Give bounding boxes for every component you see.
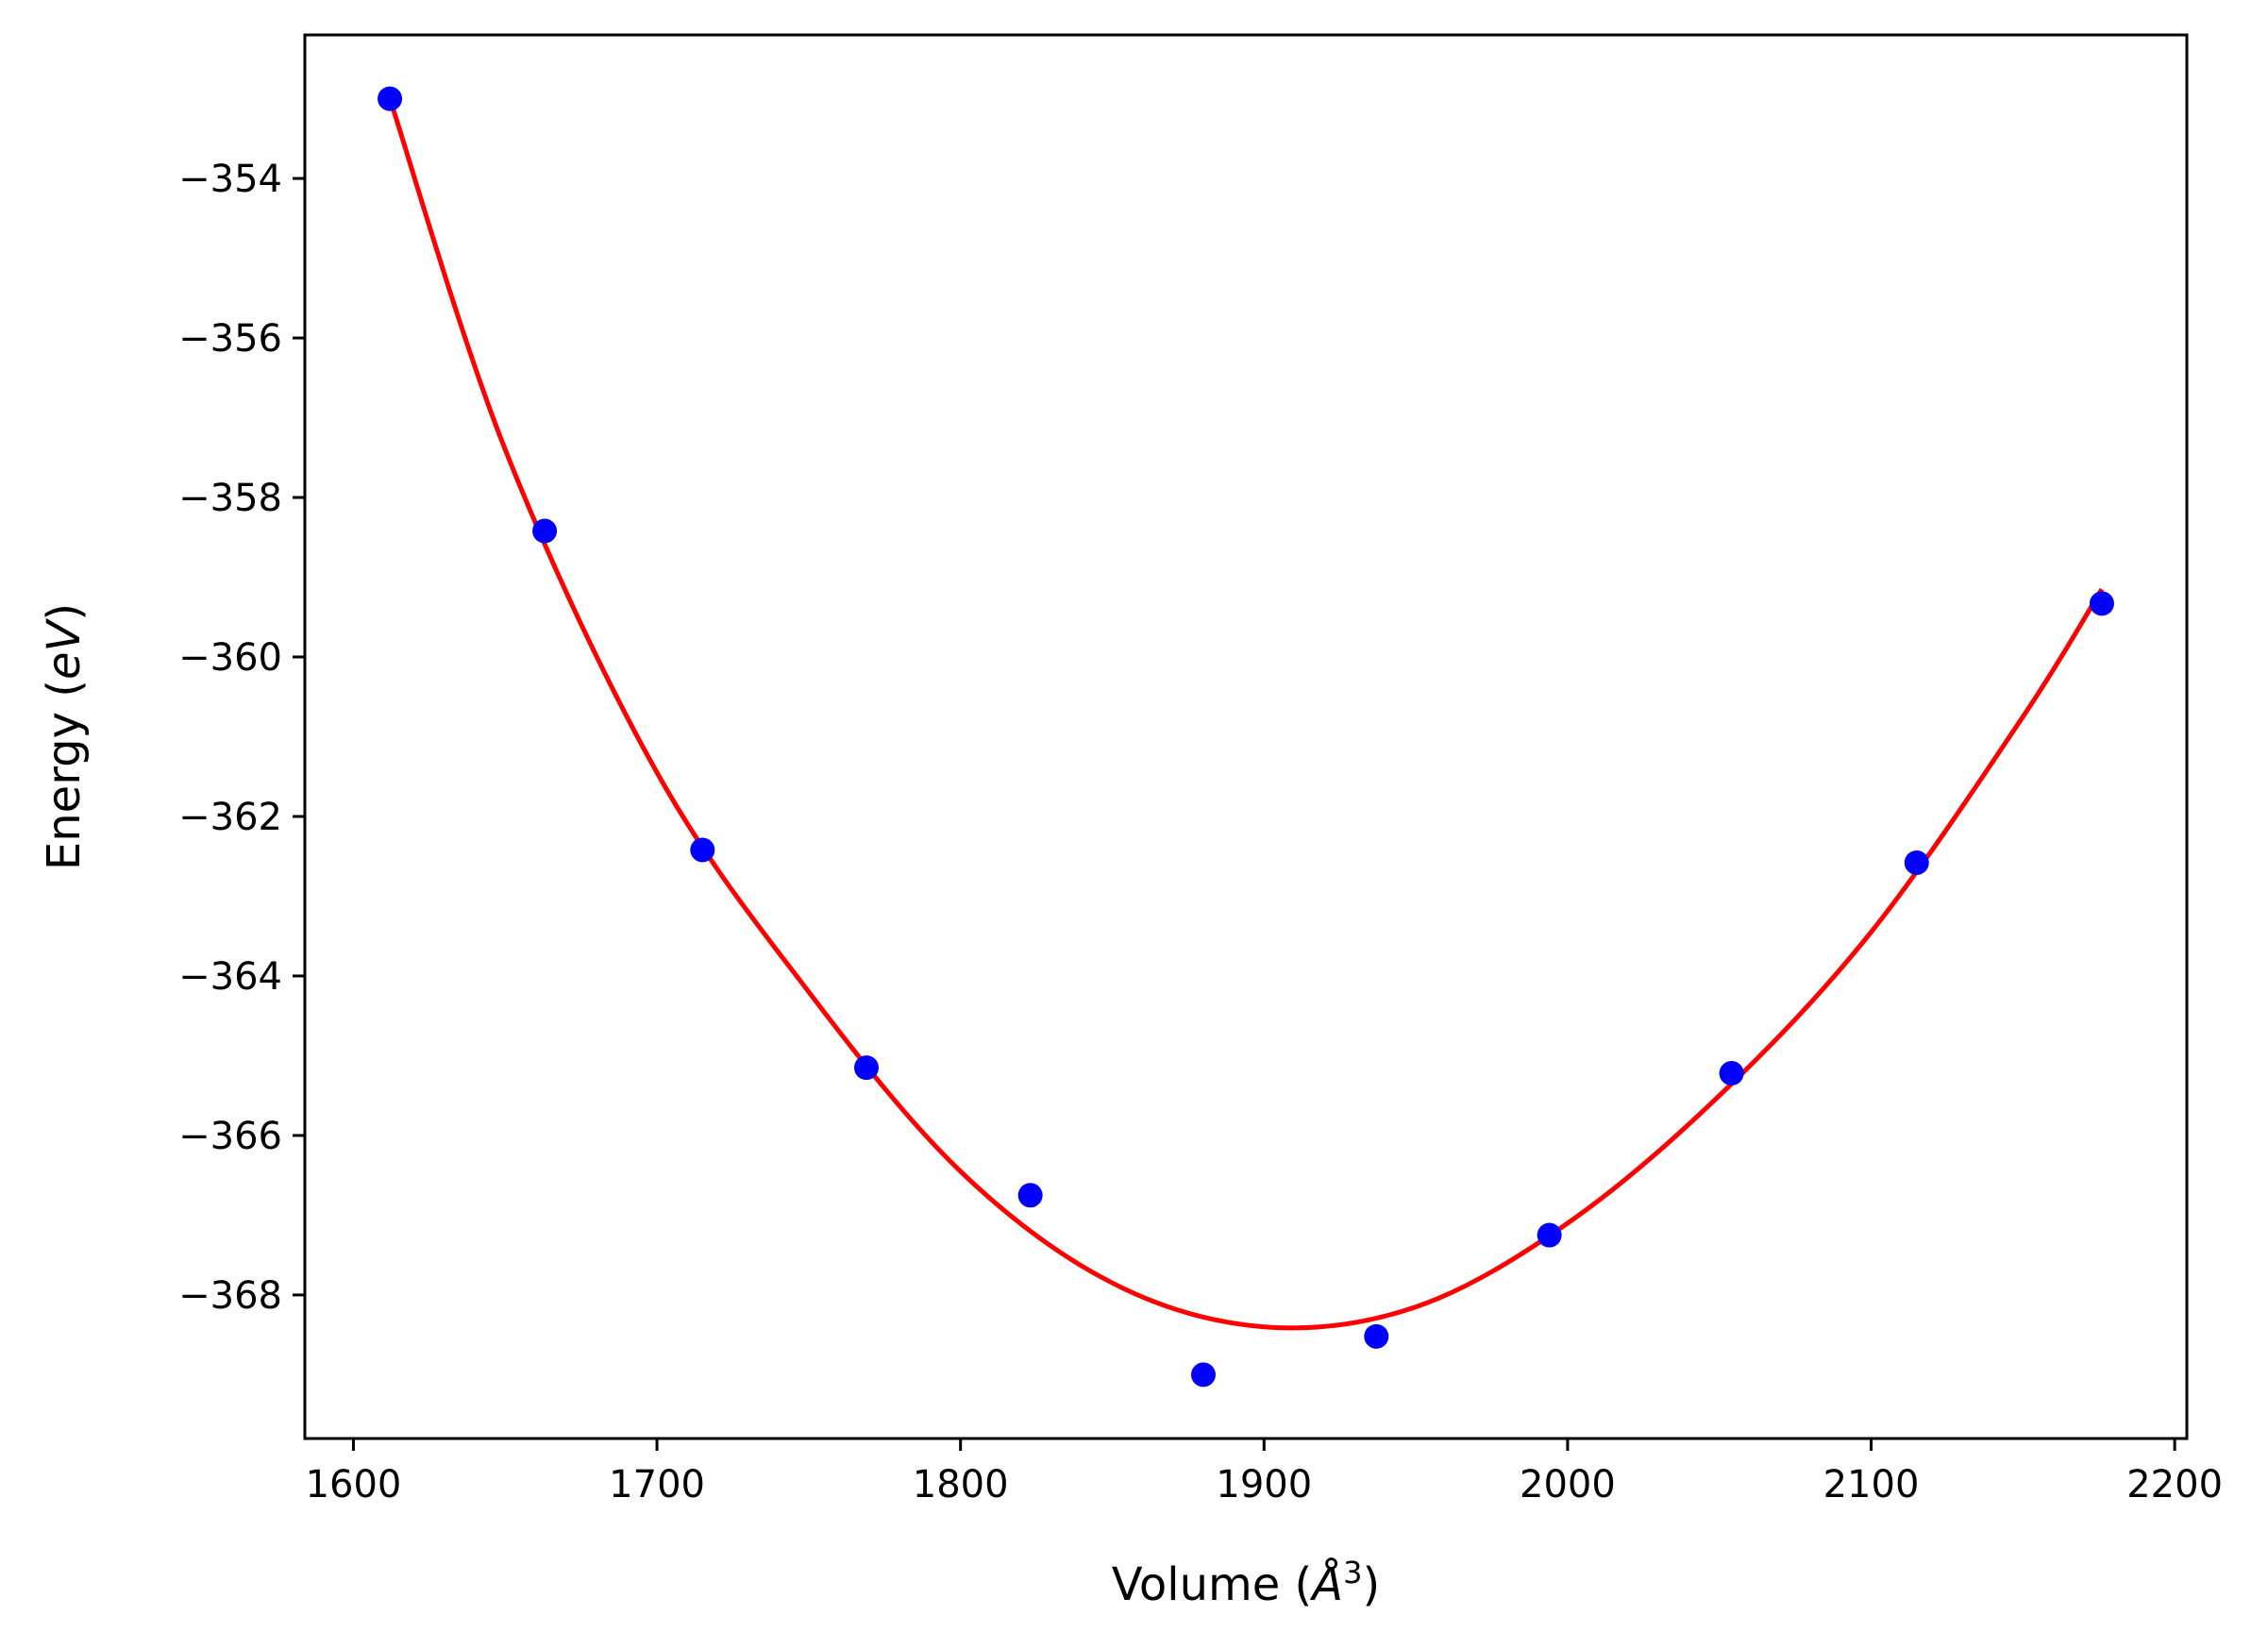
x-tick-label: 2100 [1823,1463,1920,1506]
y-tick-label: −358 [178,477,282,520]
data-points-layer [378,86,2114,1388]
axes-frame [303,33,2189,1440]
y-tick-label: −354 [178,158,282,201]
data-point [1190,1362,1216,1388]
data-point [378,86,403,111]
x-axis-ticks: 1600 1700 1800 1900 2000 2100 2200 [306,1439,2223,1506]
y-axis-title-unit: eV [38,618,91,681]
data-point [1719,1061,1744,1086]
data-point [1017,1183,1043,1208]
x-axis-title-symbol: Å [1309,1557,1343,1611]
y-tick-label: −362 [178,796,282,839]
x-axis-title-suffix: ) [1362,1558,1380,1611]
data-point [2089,591,2114,616]
plot-area [378,86,2114,1388]
x-tick-label: 2200 [2126,1463,2223,1506]
y-axis-title: Energy (eV) [38,603,91,870]
x-axis-title-prefix: Volume ( [1112,1558,1313,1611]
y-tick-label: −356 [178,317,282,361]
y-tick-label: −360 [178,636,282,680]
data-point [853,1055,879,1081]
x-tick-label: 1700 [609,1463,705,1506]
data-point [532,518,558,544]
y-tick-label: −366 [178,1115,282,1158]
x-tick-label: 1900 [1216,1463,1312,1506]
y-axis-ticks: −354 −356 −358 −360 −362 −364 −366 −368 [178,158,305,1318]
y-axis-title-prefix: Energy ( [38,680,91,870]
x-axis-title-power: 3 [1343,1555,1362,1590]
y-tick-label: −368 [178,1274,282,1318]
data-point [690,837,715,863]
fit-curve [387,97,2105,1331]
x-tick-label: 1600 [306,1463,402,1506]
y-axis-title-suffix: ) [38,603,91,621]
y-tick-label: −364 [178,955,282,999]
x-tick-label: 1800 [913,1463,1009,1506]
x-tick-label: 2000 [1520,1463,1616,1506]
data-point [1904,850,1929,875]
x-axis-title: Volume (Å3) [1112,1555,1380,1611]
data-point [1364,1323,1389,1349]
data-point [1537,1222,1562,1248]
fit-curve-layer [387,97,2105,1331]
